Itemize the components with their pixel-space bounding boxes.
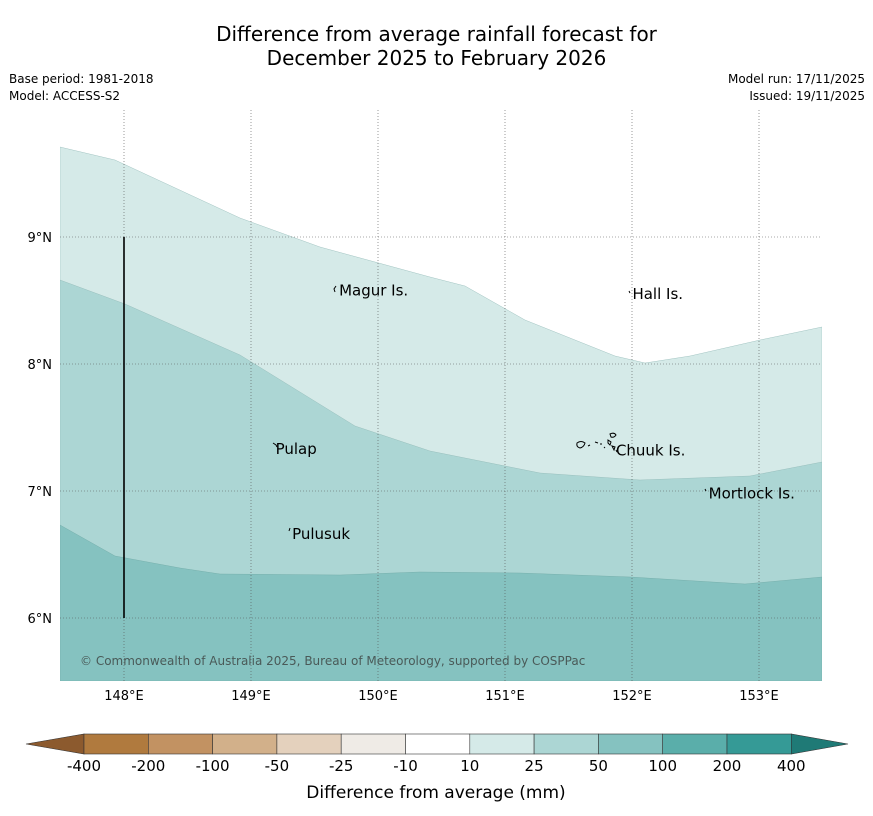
colorbar-tick-label: 100 [648,757,677,775]
lat-tick-labels: 9°N 8°N 7°N 6°N [28,231,53,627]
colorbar-segment [212,733,278,755]
colorbar-under-arrow [25,733,85,755]
meta-right: Model run: 17/11/2025 Issued: 19/11/2025 [728,71,865,105]
title-line-2: December 2025 to February 2026 [266,46,607,70]
island-outlines [272,285,707,532]
colorbar-tick-label: 50 [589,757,608,775]
colorbar-tick-label: -25 [329,757,354,775]
place-label-mortlock-is: Mortlock Is. [709,485,795,503]
lon-tick-labels: 148°E 149°E 150°E 151°E 152°E 153°E [104,689,779,704]
colorbar-segment [533,733,599,755]
colorbar-tick-label: -400 [67,757,101,775]
base-period-text: Base period: 1981-2018 [9,72,154,86]
colorbar-segment [340,733,406,755]
hall-island-shape [628,290,631,294]
lon-tick-148: 148°E [104,689,144,704]
pulap-island-shape [272,442,278,448]
colorbar-tick-label: 10 [460,757,479,775]
lat-tick-9: 9°N [28,231,53,246]
map-title: Difference from average rainfall forecas… [0,22,873,70]
mortlock-island-shape [704,488,707,492]
lon-tick-151: 151°E [485,689,525,704]
colorbar-over-arrow [790,733,849,755]
colorbar-labels: -400 -200 -100 -50 -25 -10 10 25 50 100 200 400 [67,757,806,775]
issued-text: Issued: 19/11/2025 [749,89,865,103]
lon-tick-152: 152°E [612,689,652,704]
colorbar-tick-label: -10 [393,757,418,775]
colorbar-tick-label: -100 [196,757,230,775]
lat-tick-7: 7°N [28,485,53,500]
magur-island-shape [333,285,337,293]
colorbar-title: Difference from average (mm) [306,783,565,803]
pulusuk-island-shape [288,527,291,532]
lon-tick-150: 150°E [358,689,398,704]
colorbar-segment [598,733,664,755]
colorbar-tick-label: 200 [713,757,742,775]
lon-tick-149: 149°E [231,689,271,704]
place-label-pulusuk: Pulusuk [292,525,350,543]
model-text: Model: ACCESS-S2 [9,89,121,103]
lon-tick-153: 153°E [739,689,779,704]
place-label-chuuk-is: Chuuk Is. [616,441,685,459]
colorbar-tick-label: -50 [265,757,290,775]
lat-tick-8: 8°N [28,358,53,373]
meta-left: Base period: 1981-2018 Model: ACCESS-S2 [9,71,154,105]
place-labels: Magur Is. Hall Is. Pulap Chuuk Is. Mortlock … [276,281,795,543]
model-run-text: Model run: 17/11/2025 [727,72,865,86]
chuuk-lagoon-shape [576,432,618,453]
colorbar-tick-label: 25 [525,757,544,775]
title-line-1: Difference from average rainfall forecas… [216,22,657,46]
rainfall-map [60,110,822,681]
colorbar [25,733,849,755]
place-label-pulap: Pulap [276,440,317,458]
colorbar-segment [276,733,342,755]
place-label-magur-is: Magur Is. [339,281,408,299]
colorbar-segment [405,733,471,755]
lat-tick-6: 6°N [28,612,53,627]
copyright-text: © Commonwealth of Australia 2025, Bureau… [80,654,585,668]
colorbar-tick-label: 400 [777,757,806,775]
colorbar-segment [148,733,213,755]
colorbar-segment [662,733,728,755]
band-50-100 [60,524,822,681]
colorbar-segment [469,733,535,755]
colorbar-segment [83,733,149,755]
colorbar-segment [726,733,792,755]
place-label-hall-is: Hall Is. [632,285,683,303]
colorbar-tick-label: -200 [131,757,165,775]
